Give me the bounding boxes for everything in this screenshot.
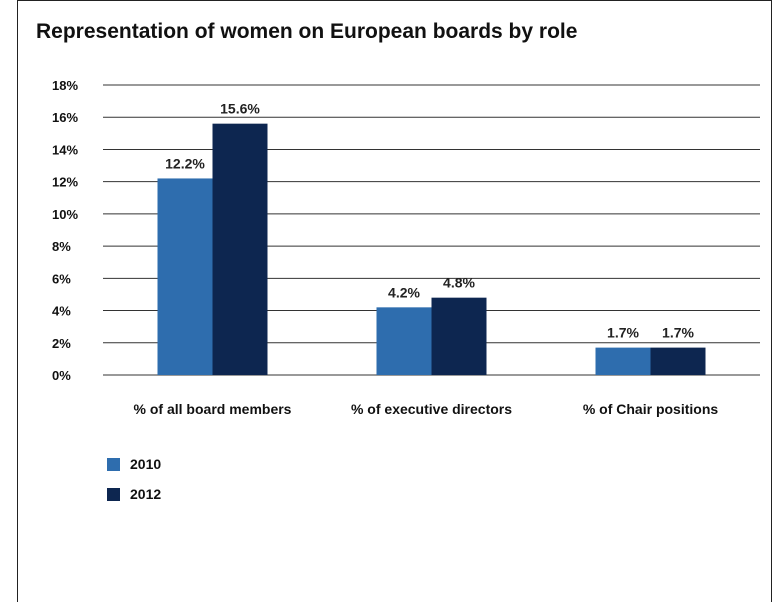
bar-2010-3: [595, 347, 651, 375]
legend-item-2012: 2012: [107, 486, 161, 502]
y-tick-label: 12%: [52, 175, 78, 190]
y-tick-label: 14%: [52, 142, 78, 157]
legend-label-2010: 2010: [130, 456, 162, 472]
category-label: % of executive directors: [351, 401, 512, 417]
chart-title: Representation of women on European boar…: [36, 20, 578, 43]
bar-2010-1: [157, 178, 213, 375]
y-tick-label: 8%: [52, 239, 71, 254]
data-label-2010-2: 4.2%: [388, 284, 420, 300]
legend-label-2012: 2012: [130, 486, 162, 502]
bar-2012-3: [650, 347, 706, 375]
data-label-2012-3: 1.7%: [662, 325, 694, 341]
bar-2010-2: [376, 307, 432, 375]
chart-frame: [17, 0, 772, 602]
y-tick-label: 0%: [52, 368, 71, 383]
data-label-2010-1: 12.2%: [165, 155, 205, 171]
y-tick-label: 16%: [52, 110, 78, 125]
bar-2012-2: [431, 297, 487, 375]
y-tick-label: 10%: [52, 207, 78, 222]
legend-swatch-2010: [107, 457, 120, 471]
category-label: % of Chair positions: [583, 401, 719, 417]
data-label-2012-1: 15.6%: [220, 101, 260, 117]
y-tick-label: 4%: [52, 304, 71, 319]
bar-2012-1: [212, 123, 268, 376]
y-tick-label: 18%: [52, 78, 78, 93]
category-label: % of all board members: [134, 401, 292, 417]
y-tick-label: 6%: [52, 271, 71, 286]
data-label-2012-2: 4.8%: [443, 275, 475, 291]
legend-item-2010: 2010: [107, 456, 161, 472]
legend-swatch-2012: [107, 487, 120, 501]
y-tick-label: 2%: [52, 336, 71, 351]
data-label-2010-3: 1.7%: [607, 325, 639, 341]
